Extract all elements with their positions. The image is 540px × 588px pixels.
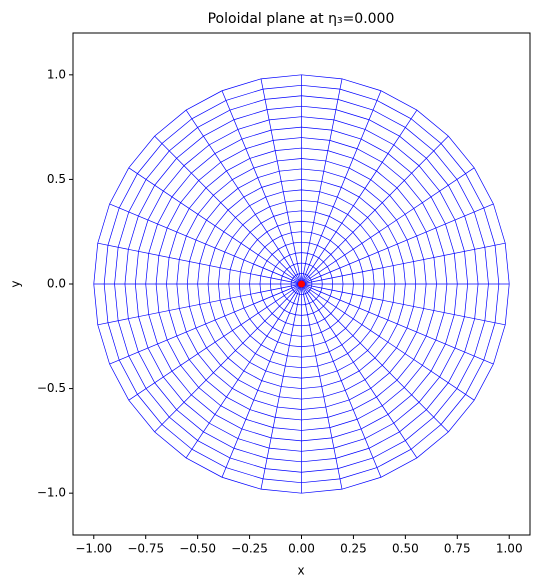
mesh-spoke	[301, 203, 494, 285]
chart-title: Poloidal plane at η₃=0.000	[208, 11, 395, 27]
x-axis-label: x	[297, 564, 304, 578]
mesh-spoke	[301, 283, 475, 401]
mesh-spoke	[301, 78, 343, 285]
mesh-spoke	[97, 283, 302, 326]
y-axis-label: y	[9, 280, 23, 287]
mesh-spoke	[301, 167, 475, 285]
mesh-spoke	[185, 109, 302, 285]
mesh-spoke	[128, 283, 302, 401]
mesh-spoke	[301, 90, 382, 285]
mesh-spoke	[221, 90, 302, 285]
y-tick-label: 0.5	[47, 172, 66, 186]
mesh-spoke	[109, 203, 302, 285]
mesh-spoke	[221, 283, 302, 478]
mesh-spoke	[185, 283, 302, 459]
x-tick-label: −0.50	[179, 542, 216, 556]
mesh-spoke	[301, 283, 343, 490]
y-tick-label: −1.0	[37, 486, 66, 500]
mesh-spoke	[301, 283, 382, 478]
mesh-spoke	[301, 283, 449, 433]
mesh-spoke	[301, 283, 494, 365]
mesh-spoke	[301, 135, 449, 285]
x-tick-label: 1.00	[496, 542, 523, 556]
x-tick-label: 0.75	[444, 542, 471, 556]
center-point	[298, 280, 305, 288]
mesh-spoke	[128, 167, 302, 285]
mesh-spoke	[301, 283, 506, 326]
y-tick-label: 0.0	[47, 277, 66, 291]
mesh-spoke	[260, 78, 302, 285]
mesh-spoke	[97, 242, 302, 285]
mesh-spoke	[301, 109, 418, 285]
x-tick-label: 0.25	[340, 542, 367, 556]
x-tick-label: −1.00	[75, 542, 112, 556]
y-tick-label: −0.5	[37, 381, 66, 395]
x-tick-label: 0.50	[392, 542, 419, 556]
x-tick-label: −0.75	[127, 542, 164, 556]
mesh-spoke	[154, 283, 302, 433]
mesh-spoke	[154, 135, 302, 285]
y-tick-label: 1.0	[47, 67, 66, 81]
mesh-spoke	[109, 283, 302, 365]
mesh-spoke	[260, 283, 302, 490]
x-tick-label: 0.00	[288, 542, 315, 556]
x-tick-label: −0.25	[231, 542, 268, 556]
mesh-spoke	[301, 242, 506, 285]
mesh-spoke	[301, 283, 418, 459]
